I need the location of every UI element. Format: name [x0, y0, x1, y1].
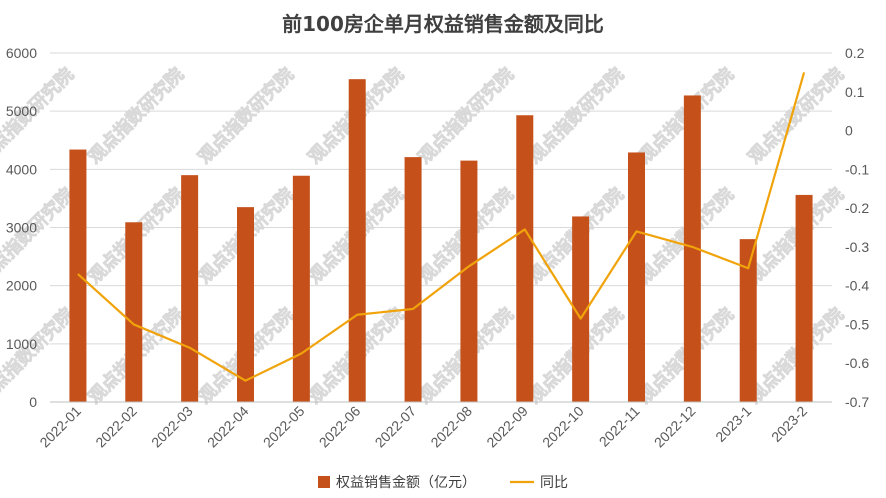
y-left-tick-label: 4000	[6, 161, 37, 177]
x-tick-label: 2022-01	[36, 403, 84, 451]
y-left-tick-label: 0	[29, 394, 37, 410]
line-series	[77, 72, 806, 382]
y-left-tick-label: 6000	[6, 45, 37, 61]
bar	[125, 222, 143, 402]
bar	[460, 160, 478, 402]
x-tick-label: 2022-09	[483, 403, 531, 451]
y-right-tick-label: 0	[845, 123, 853, 139]
y-right-tick-label: 0.2	[845, 45, 865, 61]
watermark-text: 观点指数研究院	[83, 63, 188, 168]
legend-swatch-bar	[318, 476, 330, 488]
bar	[404, 157, 422, 402]
x-tick-label: 2022-02	[92, 403, 140, 451]
x-tick-label: 2022-10	[539, 403, 587, 451]
y-left-tick-label: 1000	[6, 336, 37, 352]
legend-label-bar: 权益销售金额（亿元）	[336, 475, 476, 491]
bar	[292, 175, 310, 402]
y-right-tick-label: -0.1	[845, 161, 869, 177]
bar	[237, 207, 254, 402]
y-right-tick-label: -0.5	[845, 316, 869, 332]
bar	[628, 152, 645, 402]
x-tick-label: 2022-11	[596, 403, 643, 450]
legend: 权益销售金额（亿元） 同比	[318, 475, 568, 491]
y-right-tick-label: -0.7	[845, 394, 869, 410]
y-left-tick-label: 5000	[6, 103, 37, 119]
x-tick-label: 2022-08	[427, 403, 475, 451]
watermark-text: 观点指数研究院	[743, 63, 848, 168]
x-tick-label: 2022-03	[148, 403, 196, 451]
bar	[348, 79, 366, 403]
legend-label-line: 同比	[540, 475, 568, 491]
watermark-text: 观点指数研究院	[0, 183, 78, 288]
y-right-tick-label: 0.1	[845, 84, 865, 100]
x-tick-label: 2022-12	[651, 403, 699, 451]
y-right-tick-label: -0.6	[845, 355, 869, 371]
bar	[683, 95, 701, 402]
y-right-tick-label: -0.2	[845, 200, 869, 216]
bar	[69, 149, 87, 402]
y-right-tick-label: -0.4	[845, 278, 869, 294]
y-left-tick-label: 2000	[6, 278, 37, 294]
x-tick-label: 2022-06	[316, 403, 364, 451]
chart-title: 前100房企单月权益销售金额及同比	[282, 12, 604, 36]
gridlines	[50, 52, 832, 403]
watermark-text: 观点指数研究院	[523, 63, 628, 168]
bar	[572, 216, 590, 402]
bar	[516, 115, 534, 402]
bar	[795, 194, 813, 402]
x-tick-label: 2022-05	[260, 403, 308, 451]
watermark-text: 观点指数研究院	[0, 303, 78, 408]
y-right-tick-label: -0.3	[845, 239, 869, 255]
bar	[181, 175, 199, 402]
x-tick-label: 2022-04	[204, 403, 252, 451]
watermark-text: 观点指数研究院	[413, 63, 518, 168]
x-tick-label: 2023-2	[768, 403, 810, 445]
bar	[739, 239, 757, 402]
line-path	[77, 72, 806, 382]
y-left-tick-label: 3000	[6, 220, 37, 236]
x-tick-label: 2022-07	[372, 403, 420, 451]
x-tick-label: 2023-1	[712, 403, 754, 445]
watermark-text: 观点指数研究院	[193, 63, 298, 168]
